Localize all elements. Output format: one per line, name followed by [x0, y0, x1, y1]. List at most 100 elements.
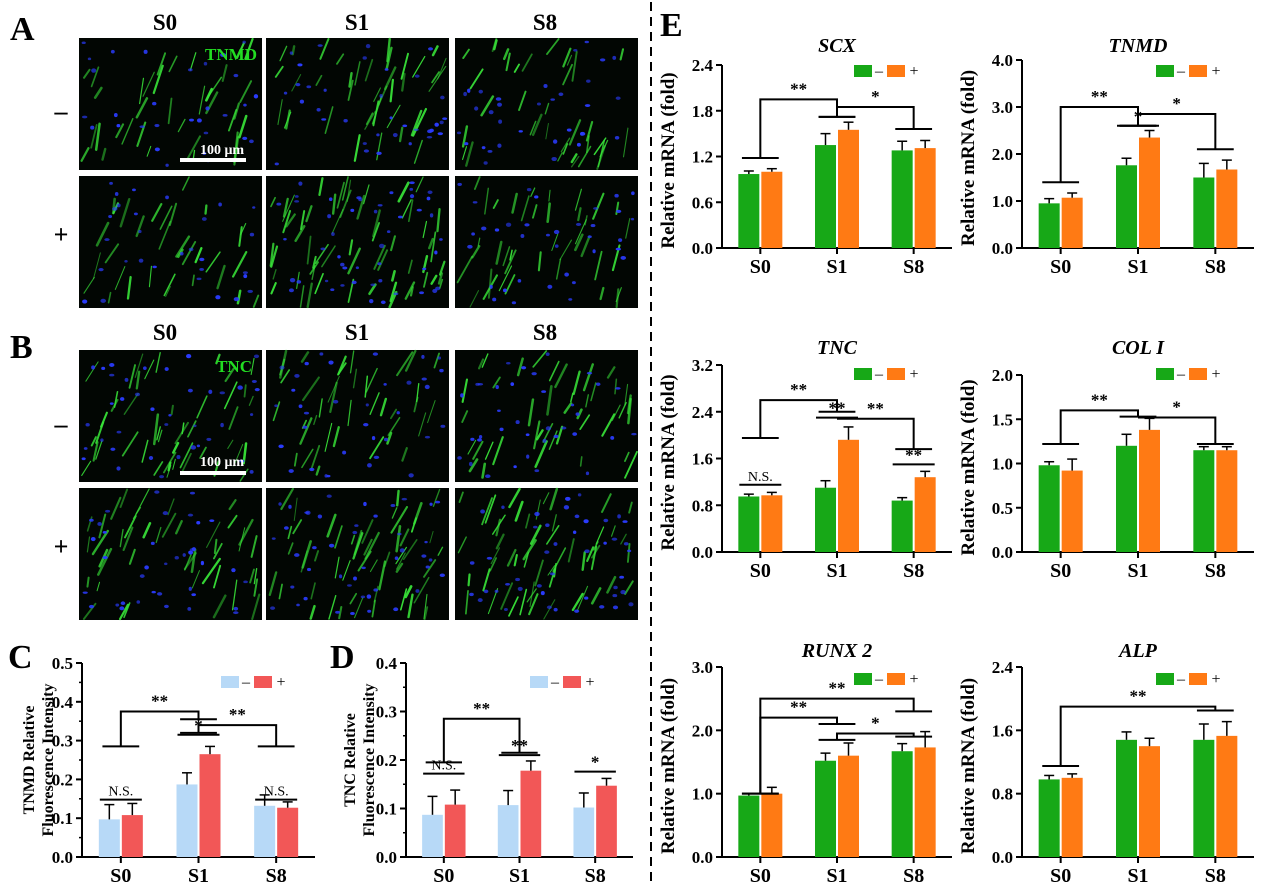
nucleus-mark: [109, 373, 115, 377]
fiber-mark: [465, 590, 469, 615]
nucleus-mark: [350, 611, 355, 615]
fiber-mark: [119, 528, 124, 548]
fiber-mark: [428, 65, 447, 92]
x-tick-label: S1: [509, 865, 530, 887]
nucleus-mark: [347, 584, 352, 587]
nucleus-mark: [365, 44, 371, 49]
fiber-mark: [398, 126, 404, 143]
fiber-mark: [407, 593, 414, 619]
chart-title: SCX: [818, 35, 856, 57]
fiber-mark: [611, 404, 621, 421]
x-tick-label: S8: [266, 865, 287, 887]
nucleus-mark: [468, 461, 473, 467]
fiber-mark: [252, 294, 260, 308]
bar: [1193, 450, 1215, 552]
fiber-mark: [404, 349, 417, 372]
fiber-mark: [391, 507, 398, 519]
nucleus-mark: [81, 41, 86, 45]
nucleus-mark: [425, 565, 430, 569]
nucleus-mark: [288, 504, 292, 509]
y-axis-label: Relative mRNA (fold): [958, 379, 979, 555]
fiber-mark: [529, 581, 535, 608]
nucleus-mark: [587, 235, 592, 239]
nucleus-mark: [540, 591, 545, 596]
significance-bracket: [759, 716, 838, 794]
nucleus-mark: [502, 288, 507, 293]
fiber-mark: [489, 557, 497, 572]
nucleus-mark: [432, 288, 438, 294]
fiber-mark: [390, 235, 396, 252]
nucleus-mark: [110, 447, 116, 451]
nucleus-mark: [104, 238, 110, 241]
legend-label: +: [1211, 63, 1220, 80]
fiber-mark: [135, 488, 150, 515]
nucleus-mark: [534, 511, 540, 517]
nucleus-mark: [408, 142, 412, 146]
legend-label: +: [909, 671, 918, 688]
nucleus-mark: [495, 385, 499, 390]
nucleus-mark: [554, 244, 559, 248]
nucleus-mark: [542, 438, 547, 443]
nucleus-mark: [397, 532, 402, 536]
nucleus-mark: [592, 249, 596, 254]
fiber-mark: [387, 416, 401, 437]
significance-label: N.S.: [264, 785, 289, 800]
significance-annotation: **: [741, 380, 856, 440]
nucleus-mark: [343, 119, 348, 123]
nucleus-mark: [188, 118, 195, 122]
fiber-mark: [551, 514, 557, 532]
fiber-mark: [606, 575, 617, 594]
significance-bracket: [1138, 416, 1217, 445]
nucleus-mark: [545, 233, 550, 237]
fiber-mark: [167, 498, 175, 516]
fiber-mark: [190, 548, 197, 574]
nucleus-mark: [101, 366, 106, 371]
nucleus-mark: [231, 568, 236, 573]
column-label: S8: [533, 320, 557, 345]
fiber-mark: [590, 587, 602, 605]
nucleus-mark: [553, 542, 558, 546]
nucleus-mark: [283, 238, 287, 241]
column-label: S8: [533, 10, 557, 35]
nucleus-mark: [383, 383, 387, 386]
legend-label: +: [276, 674, 285, 691]
nucleus-mark: [515, 420, 520, 425]
nucleus-mark: [631, 191, 635, 196]
nucleus-mark: [113, 112, 118, 118]
nucleus-mark: [510, 382, 515, 386]
legend-label: –: [874, 63, 884, 80]
legend-label: +: [1211, 366, 1220, 383]
fiber-mark: [577, 145, 592, 168]
y-tick-label: 1.8: [692, 102, 713, 121]
fiber-mark: [428, 237, 434, 250]
significance-label: N.S.: [748, 470, 773, 485]
nucleus-mark: [488, 110, 494, 115]
x-tick-label: S1: [826, 256, 847, 278]
legend-swatch: [1156, 673, 1174, 685]
fiber-mark: [430, 231, 437, 263]
nucleus-mark: [179, 251, 184, 256]
nucleus-mark: [544, 550, 550, 554]
nucleus-mark: [614, 135, 620, 140]
fiber-mark: [400, 588, 408, 611]
fiber-mark: [457, 536, 467, 554]
fiber-mark: [412, 55, 426, 78]
nucleus-mark: [472, 201, 478, 204]
nucleus-mark: [426, 196, 431, 201]
y-tick-label: 1.6: [992, 721, 1013, 740]
nucleus-mark: [324, 279, 329, 283]
fiber-mark: [628, 501, 633, 514]
nucleus-mark: [383, 437, 389, 442]
nucleus-mark: [460, 393, 464, 398]
fiber-mark: [236, 42, 245, 59]
fiber-mark: [223, 381, 238, 410]
nucleus-mark: [90, 125, 95, 130]
bar: [838, 129, 859, 248]
nucleus-mark: [616, 209, 622, 213]
nucleus-mark: [526, 454, 530, 459]
significance-bracket: [1137, 113, 1217, 150]
nucleus-mark: [164, 604, 169, 609]
bar: [98, 819, 120, 857]
fiber-mark: [462, 48, 470, 59]
nucleus-mark: [568, 298, 573, 301]
